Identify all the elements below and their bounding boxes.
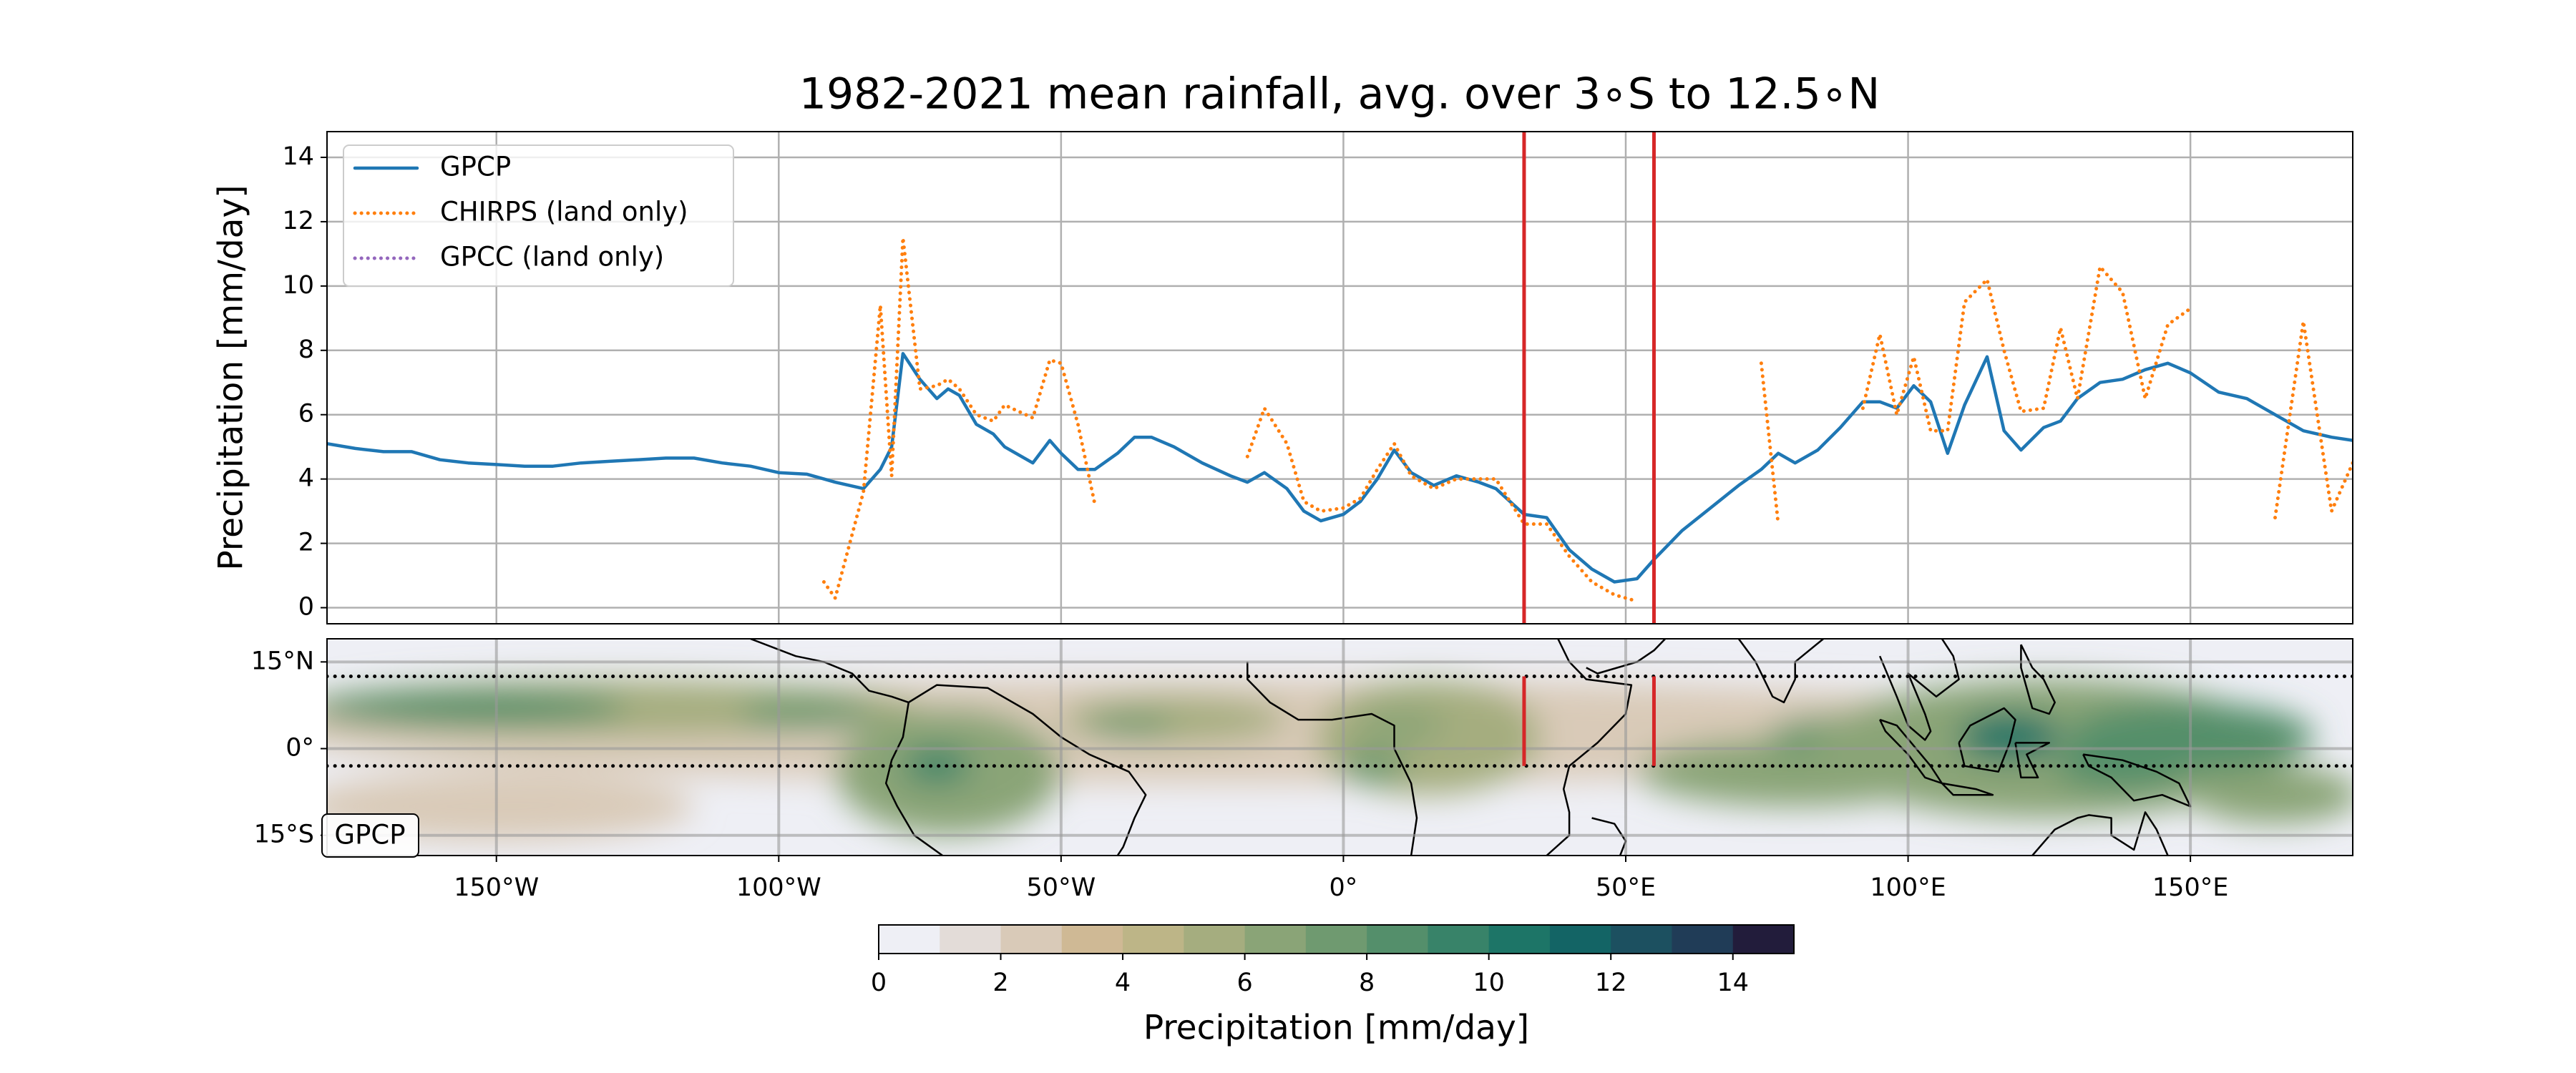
y-tick-label: 6 <box>298 400 314 428</box>
y-tick-label: 15°N <box>251 647 314 675</box>
colorbar-swatch <box>1549 925 1611 954</box>
rain-patch <box>1337 748 1406 783</box>
chart-title: 1982-2021 mean rainfall, avg. over 3∘S t… <box>799 69 1880 119</box>
colorbar-swatch <box>1428 925 1490 954</box>
colorbar-swatch <box>1123 925 1184 954</box>
x-tick-label: 150°E <box>2152 873 2228 902</box>
rain-patch <box>327 690 627 726</box>
y-tick-label: 15°S <box>254 820 314 849</box>
colorbar-swatch <box>1305 925 1367 954</box>
colorbar-tick-label: 6 <box>1236 969 1252 997</box>
coastline <box>2014 742 2051 779</box>
x-tick-label: 50°W <box>1027 873 1096 902</box>
coastline <box>1246 662 1418 856</box>
legend-label: GPCP <box>440 152 511 182</box>
x-tick-label: 150°W <box>454 873 539 902</box>
rain-patch <box>2190 765 2353 824</box>
y-tick-label: 14 <box>282 142 314 171</box>
coastline <box>2020 644 2056 715</box>
colorbar-swatch <box>1488 925 1551 954</box>
legend-label: CHIRPS (land only) <box>440 197 688 227</box>
colorbar-swatch <box>1184 925 1246 954</box>
series-line <box>821 235 1097 600</box>
coastline <box>2031 811 2169 856</box>
colorbar-tick-label: 12 <box>1595 969 1627 997</box>
y-tick-label: 0 <box>298 593 314 622</box>
y-tick-label: 8 <box>298 335 314 364</box>
legend-box <box>343 144 734 287</box>
series-line <box>1245 406 1639 603</box>
colorbar-swatch <box>1611 925 1672 954</box>
series-line <box>2273 319 2353 520</box>
x-tick-label: 100°E <box>1870 873 1946 902</box>
colorbar-swatch <box>1672 925 1734 954</box>
coastline <box>1878 639 1960 741</box>
dataset-label-box <box>321 813 419 858</box>
dataset-label: GPCP <box>334 820 405 851</box>
colorbar-label: Precipitation [mm/day] <box>1143 1009 1529 1048</box>
coastline <box>908 684 1147 856</box>
colorbar-swatch <box>1732 925 1795 954</box>
y-tick-label: 0° <box>286 734 314 763</box>
series-line <box>1759 361 1780 526</box>
colorbar-swatch <box>1061 925 1123 954</box>
colorbar-tick-label: 14 <box>1717 969 1749 997</box>
colorbar-swatch <box>940 925 1002 954</box>
series-line <box>1860 265 2192 433</box>
colorbar-swatch <box>1000 925 1063 954</box>
colorbar-swatch <box>879 925 940 954</box>
coastline <box>1546 639 1633 856</box>
legend-label: GPCC (land only) <box>440 242 664 273</box>
axes-frame <box>326 638 2353 856</box>
series-line <box>327 352 2353 584</box>
x-tick-label: 50°E <box>1596 873 1656 902</box>
colorbar-tick-label: 2 <box>992 969 1008 997</box>
coastline <box>1591 817 1627 856</box>
colorbar-tick-label: 10 <box>1473 969 1505 997</box>
rain-patch <box>739 696 875 732</box>
x-tick-label: 0° <box>1330 873 1358 902</box>
y-axis-label: Precipitation [mm/day] <box>212 185 251 570</box>
colorbar-swatch <box>1367 925 1428 954</box>
colorbar-swatch <box>1244 925 1307 954</box>
y-tick-label: 12 <box>282 207 314 235</box>
y-tick-label: 10 <box>282 271 314 300</box>
axes-frame <box>326 131 2353 624</box>
map-field <box>327 639 2353 856</box>
rain-patch <box>1355 707 1445 743</box>
y-tick-label: 4 <box>298 464 314 493</box>
colorbar-tick-label: 8 <box>1359 969 1375 997</box>
coastline <box>1878 718 1943 785</box>
rain-patch <box>1083 714 1174 738</box>
x-tick-label: 100°W <box>736 873 821 902</box>
y-tick-label: 2 <box>298 529 314 557</box>
colorbar-frame <box>878 924 1795 954</box>
colorbar-tick-label: 4 <box>1115 969 1131 997</box>
colorbar-tick-label: 0 <box>871 969 887 997</box>
rain-patch <box>1958 714 2061 760</box>
coastline <box>1941 782 1994 796</box>
